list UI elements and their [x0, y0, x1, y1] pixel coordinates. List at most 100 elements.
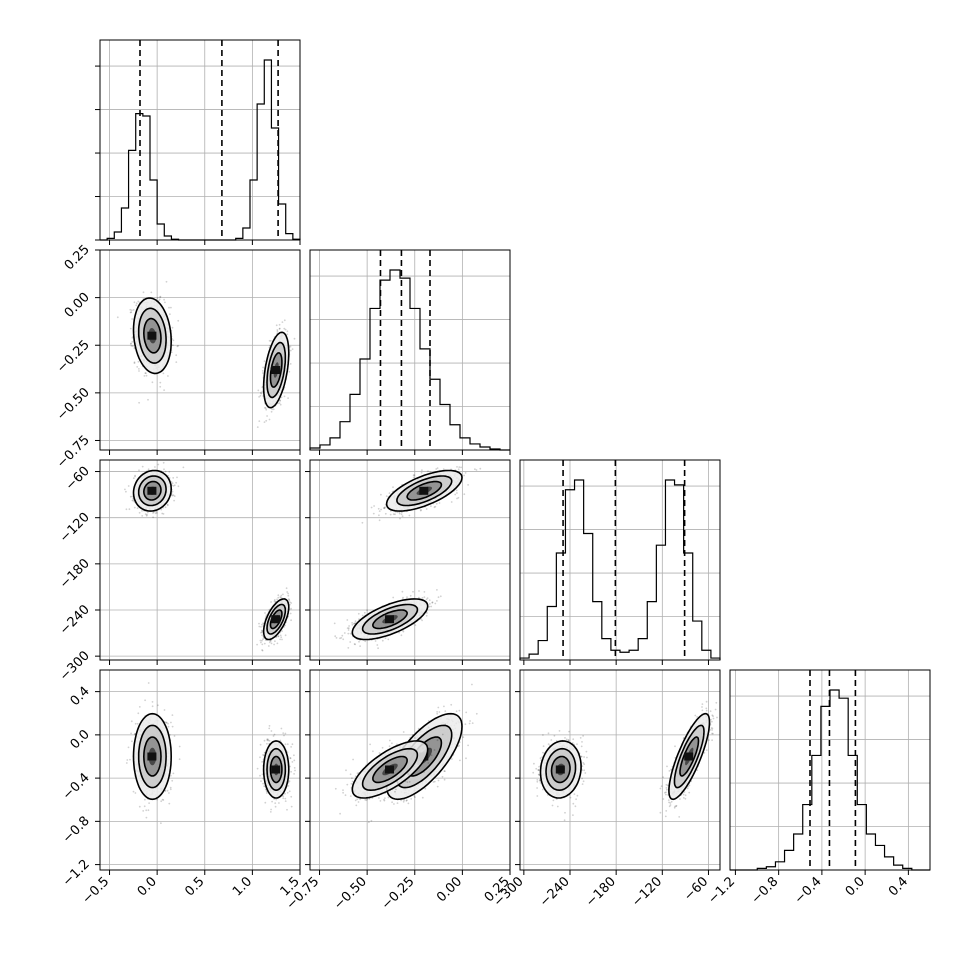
sample-point	[277, 635, 280, 638]
sample-point	[138, 401, 141, 404]
panel-1-0: −0.75−0.50−0.250.000.25	[54, 242, 301, 471]
sample-point	[378, 519, 381, 522]
sample-point	[464, 472, 467, 474]
sample-point	[288, 599, 291, 602]
sample-point	[392, 486, 394, 489]
sample-point	[276, 598, 278, 601]
sample-point	[261, 623, 263, 626]
sample-point	[258, 420, 261, 422]
sample-point	[400, 513, 403, 516]
sample-point	[287, 397, 289, 399]
sample-point	[177, 319, 180, 322]
sample-point	[284, 634, 287, 637]
sample-point	[130, 311, 133, 314]
sample-point	[289, 349, 292, 352]
sample-point	[164, 506, 167, 509]
sample-point	[289, 612, 292, 615]
sample-point	[380, 493, 382, 496]
sample-point	[144, 372, 147, 374]
sample-point	[290, 619, 292, 622]
sample-point	[275, 324, 278, 327]
sample-point	[262, 638, 264, 641]
y-tick-label-1-2: −0.25	[54, 337, 93, 376]
sample-point	[378, 510, 381, 512]
sample-point	[152, 512, 154, 514]
sample-point	[262, 366, 264, 369]
sample-point	[380, 508, 382, 511]
sample-point	[288, 370, 291, 373]
sample-point	[423, 596, 426, 598]
sample-point	[357, 612, 360, 615]
sample-point	[258, 396, 260, 398]
sample-point	[145, 374, 148, 377]
sample-point	[163, 389, 166, 391]
sample-point	[270, 642, 273, 645]
sample-point	[412, 590, 414, 593]
scatter-cluster-2-0-1	[256, 587, 293, 652]
sample-point	[279, 596, 282, 598]
sample-point	[335, 637, 338, 639]
sample-point	[420, 471, 423, 474]
sample-point	[159, 385, 162, 388]
sample-point	[374, 640, 377, 642]
sample-point	[171, 326, 174, 329]
sample-point	[420, 509, 422, 511]
sample-point	[289, 363, 292, 365]
sample-point	[125, 490, 127, 493]
sample-point	[256, 643, 258, 646]
density-peak-1-0-0	[147, 331, 157, 340]
sample-point	[260, 631, 262, 634]
sample-point	[271, 408, 273, 411]
sample-point	[162, 461, 165, 464]
sample-point	[132, 499, 135, 502]
sample-point	[474, 468, 476, 471]
sample-point	[263, 642, 266, 645]
sample-point	[272, 408, 275, 411]
sample-point	[138, 469, 140, 472]
sample-point	[260, 641, 262, 644]
sample-point	[142, 291, 145, 294]
sample-point	[138, 370, 140, 372]
sample-point	[286, 333, 289, 336]
sample-point	[147, 468, 150, 471]
sample-point	[463, 493, 466, 496]
sample-point	[143, 375, 146, 377]
sample-point	[270, 410, 273, 413]
sample-point	[399, 517, 401, 520]
sample-point	[290, 607, 292, 610]
sample-point	[156, 297, 159, 299]
sample-point	[169, 313, 171, 316]
sample-point	[135, 304, 138, 307]
sample-point	[164, 470, 167, 473]
sample-point	[388, 492, 391, 494]
sample-point	[281, 321, 284, 323]
sample-point	[172, 477, 175, 479]
sample-point	[267, 645, 270, 647]
sample-point	[346, 619, 349, 621]
sample-point	[418, 590, 420, 592]
sample-point	[168, 470, 171, 473]
sample-point	[284, 328, 287, 331]
sample-point	[283, 319, 286, 322]
sample-point	[137, 300, 140, 303]
sample-point	[278, 323, 281, 326]
scatter-cluster-2-0-0	[124, 461, 185, 519]
sample-point	[261, 643, 264, 646]
y-tick-label-2-2: −180	[57, 556, 93, 592]
sample-point	[261, 372, 264, 374]
panel-2-0: −300−240−180−120−60	[57, 459, 301, 684]
sample-point	[454, 493, 457, 496]
sample-point	[131, 318, 134, 320]
sample-point	[401, 590, 404, 593]
sample-point	[175, 481, 178, 484]
sample-point	[287, 594, 290, 597]
sample-point	[475, 469, 478, 471]
sample-point	[157, 463, 160, 466]
sample-point	[261, 634, 263, 637]
sample-point	[428, 605, 431, 608]
sample-point	[285, 587, 288, 590]
sample-point	[398, 512, 401, 515]
sample-point	[264, 612, 266, 614]
sample-point	[257, 389, 260, 392]
